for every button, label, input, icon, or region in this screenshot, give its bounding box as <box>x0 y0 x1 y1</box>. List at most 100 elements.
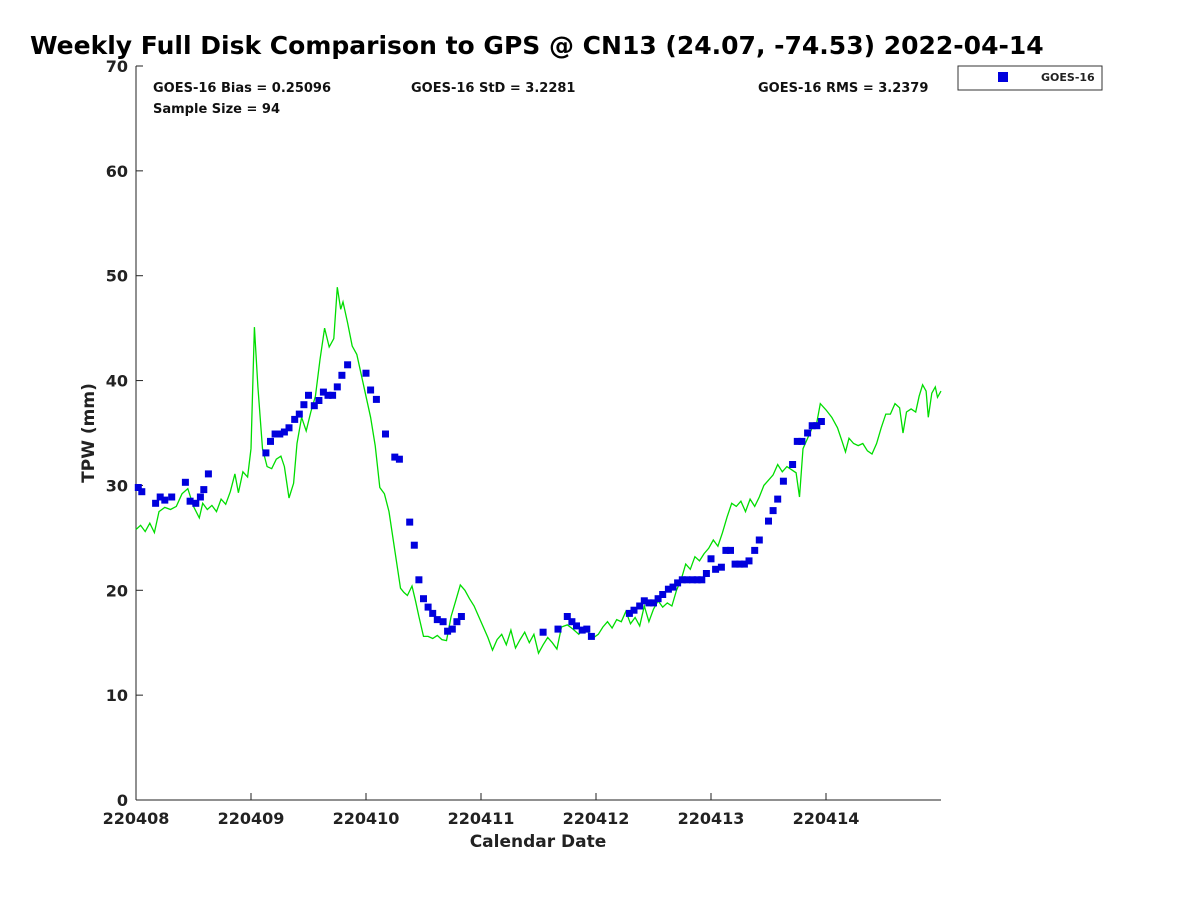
goes16-point <box>539 628 547 636</box>
goes16-point <box>583 625 591 633</box>
goes16-point <box>280 428 288 436</box>
goes16-point <box>196 493 204 501</box>
goes16-point <box>740 560 748 568</box>
goes16-point <box>453 618 461 626</box>
goes16-point <box>200 486 208 494</box>
goes16-point <box>382 430 389 438</box>
goes16-point <box>659 591 667 598</box>
goes16-point <box>625 609 633 617</box>
goes16-point <box>410 541 418 549</box>
x-tick-label: 220413 <box>678 809 745 828</box>
x-ticks: 220408 220409 220410 220411 220412 220413 2204… <box>103 793 860 828</box>
goes16-point <box>439 618 447 626</box>
x-tick-label: 220408 <box>103 809 170 828</box>
y-tick-label: 30 <box>106 476 128 495</box>
goes16-point <box>276 430 284 438</box>
y-tick-label: 0 <box>117 791 128 810</box>
goes16-point <box>578 626 586 634</box>
goes16-point <box>429 609 437 617</box>
goes16-point <box>415 576 423 584</box>
goes16-point <box>707 555 715 563</box>
gps-tpw-line <box>135 287 942 655</box>
goes16-point <box>305 391 312 399</box>
rms-stat: GOES-16 RMS = 3.2379 <box>758 81 928 96</box>
goes16-point <box>689 576 697 584</box>
goes16-point <box>156 493 164 501</box>
goes16-point <box>693 576 701 584</box>
goes16-point <box>745 557 753 565</box>
goes16-point <box>779 477 787 485</box>
goes16-point <box>736 560 744 568</box>
goes16-point <box>424 603 432 611</box>
y-tick-label: 70 <box>106 57 128 76</box>
goes16-point <box>798 437 806 445</box>
goes16-point <box>727 546 734 554</box>
bias-stat: GOES-16 Bias = 0.25096 <box>153 81 331 96</box>
goes16-point <box>333 383 341 391</box>
y-tick-label: 60 <box>106 162 128 181</box>
goes16-point <box>338 371 346 379</box>
goes16-point <box>186 497 194 505</box>
goes16-point <box>391 453 399 461</box>
goes16-point <box>204 470 212 478</box>
goes16-point <box>457 613 465 620</box>
plot-area <box>135 66 941 801</box>
y-tick-label: 10 <box>106 686 128 705</box>
goes16-point <box>789 461 797 468</box>
goes16-point <box>262 449 270 457</box>
goes16-point <box>181 478 189 486</box>
goes16-point <box>267 437 274 445</box>
x-tick-label: 220409 <box>218 809 285 828</box>
goes16-point <box>587 632 595 640</box>
goes16-point <box>636 602 644 610</box>
goes16-point <box>717 563 725 571</box>
x-tick-label: 220414 <box>793 809 860 828</box>
goes16-point <box>650 599 657 607</box>
goes16-point <box>683 576 691 584</box>
legend-label-goes16: GOES-16 <box>1041 71 1095 84</box>
goes16-point <box>372 395 380 403</box>
goes16-point <box>702 570 710 577</box>
goes16-point <box>291 415 299 423</box>
goes16-point <box>319 388 327 396</box>
goes16-point <box>731 560 739 568</box>
std-stat: GOES-16 StD = 3.2281 <box>411 81 575 96</box>
goes16-point <box>722 546 730 554</box>
sample-size-stat: Sample Size = 94 <box>153 102 280 117</box>
goes16-point <box>362 369 370 377</box>
legend-box <box>957 65 1103 91</box>
goes16-point <box>765 517 772 525</box>
goes16-point <box>674 579 682 587</box>
goes16-point <box>808 422 816 430</box>
goes16-point <box>152 499 160 507</box>
goes16-point <box>664 585 672 593</box>
goes16-point <box>568 618 576 626</box>
goes16-point <box>168 493 176 501</box>
y-ticks: 0 10 20 30 40 50 60 70 <box>106 57 143 810</box>
goes16-point <box>406 518 414 526</box>
goes16-point <box>755 536 763 544</box>
goes16-point <box>324 391 332 399</box>
goes16-point <box>315 397 323 404</box>
goes16-point <box>698 576 706 584</box>
goes16-point <box>804 429 812 437</box>
goes16-point <box>751 546 759 554</box>
goes16-point <box>817 418 825 425</box>
goes16-point <box>554 625 562 633</box>
x-tick-label: 220410 <box>333 809 400 828</box>
goes16-point <box>769 507 777 515</box>
goes16-point <box>433 616 441 624</box>
goes16-point <box>630 606 638 614</box>
goes16-point <box>161 496 169 504</box>
goes16-point <box>793 437 801 445</box>
goes16-point <box>678 576 686 584</box>
legend-marker-goes16 <box>998 72 1008 82</box>
goes16-point <box>367 386 375 394</box>
chart-title: Weekly Full Disk Comparison to GPS @ CN1… <box>30 31 1044 60</box>
goes16-point <box>420 595 427 603</box>
goes16-point <box>285 424 293 432</box>
goes16-point <box>669 583 677 591</box>
goes16-point <box>310 402 318 410</box>
goes16-point <box>712 565 720 573</box>
